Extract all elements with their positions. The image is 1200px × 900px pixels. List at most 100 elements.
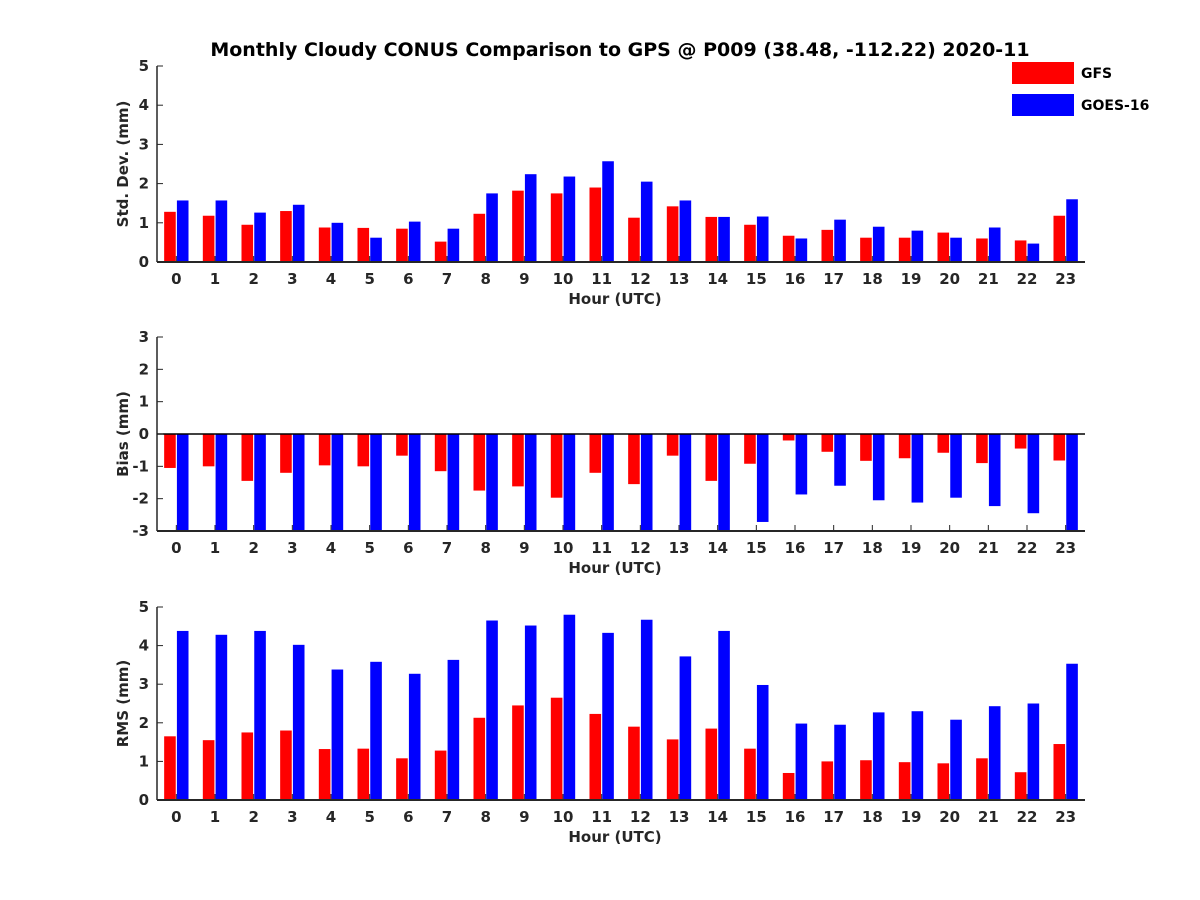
x-tick-label: 15 (746, 270, 767, 288)
x-tick-label: 6 (403, 270, 413, 288)
bar-goes-16 (176, 434, 189, 531)
bar-goes-16 (524, 434, 537, 531)
x-tick-label: 16 (785, 270, 806, 288)
bar-gfs (898, 237, 911, 262)
bar-gfs (628, 434, 640, 485)
bar-goes-16 (679, 656, 692, 800)
x-tick-label: 21 (978, 808, 999, 826)
bar-gfs (434, 241, 447, 262)
y-tick-label: 5 (139, 598, 149, 616)
bar-gfs (164, 434, 176, 468)
x-tick-label: 18 (862, 808, 883, 826)
bar-gfs (821, 229, 834, 262)
x-tick-label: 21 (978, 270, 999, 288)
x-tick-label: 21 (978, 539, 999, 557)
bar-gfs (1014, 240, 1027, 262)
bar-goes-16 (370, 434, 382, 531)
y-tick-label: 0 (139, 791, 149, 809)
bar-goes-16 (911, 711, 924, 800)
x-tick-label: 12 (630, 270, 651, 288)
x-tick-label: 0 (171, 539, 181, 557)
bar-goes-16 (331, 669, 344, 800)
x-tick-label: 3 (287, 539, 297, 557)
bar-gfs (628, 217, 640, 262)
bar-gfs (705, 434, 718, 481)
bar-goes-16 (1027, 243, 1040, 262)
bar-goes-16 (215, 200, 228, 262)
y-tick-label: 1 (139, 214, 149, 232)
bar-goes-16 (215, 634, 228, 800)
bar-goes-16 (679, 200, 692, 262)
y-tick-label: 3 (139, 135, 149, 153)
bar-gfs (1053, 744, 1066, 800)
bar-gfs (318, 227, 331, 262)
bar-gfs (357, 227, 370, 262)
bar-goes-16 (370, 237, 382, 262)
bar-goes-16 (176, 200, 189, 262)
bar-gfs (241, 224, 254, 262)
x-axis-label: Hour (UTC) (568, 290, 661, 308)
bar-gfs (589, 713, 602, 800)
bar-gfs (164, 211, 176, 262)
x-tick-label: 4 (326, 808, 336, 826)
x-tick-label: 11 (591, 539, 612, 557)
bar-goes-16 (950, 719, 962, 800)
y-tick-label: -2 (132, 490, 149, 508)
x-tick-label: 20 (939, 808, 960, 826)
bar-goes-16 (254, 434, 266, 531)
bar-goes-16 (756, 684, 769, 800)
y-tick-label: 1 (139, 393, 149, 411)
y-tick-label: 3 (139, 675, 149, 693)
x-tick-label: 0 (171, 808, 181, 826)
bar-goes-16 (640, 434, 653, 531)
bar-gfs (860, 434, 872, 461)
bar-gfs (202, 215, 215, 262)
y-axis-label: Bias (mm) (114, 391, 132, 477)
x-tick-label: 6 (403, 808, 413, 826)
bar-goes-16 (602, 632, 614, 800)
bar-goes-16 (292, 204, 305, 262)
x-tick-label: 14 (707, 539, 728, 557)
bar-gfs (860, 237, 872, 262)
bar-goes-16 (640, 619, 653, 800)
bar-gfs (898, 434, 911, 459)
bar-gfs (705, 216, 718, 262)
bar-goes-16 (602, 161, 614, 262)
x-tick-label: 15 (746, 808, 767, 826)
bar-goes-16 (988, 706, 1001, 800)
bar-goes-16 (447, 434, 460, 531)
x-tick-label: 6 (403, 539, 413, 557)
bar-goes-16 (834, 724, 846, 800)
bar-goes-16 (1066, 663, 1078, 800)
bar-goes-16 (486, 193, 498, 262)
x-tick-label: 8 (480, 270, 490, 288)
bar-gfs (318, 434, 331, 466)
legend-label: GFS (1081, 66, 1112, 82)
bar-goes-16 (563, 434, 576, 531)
y-tick-label: 2 (139, 714, 149, 732)
bar-goes-16 (834, 219, 846, 262)
x-tick-label: 10 (553, 270, 574, 288)
bar-gfs (473, 717, 486, 800)
bar-goes-16 (911, 434, 924, 503)
chart-title: Monthly Cloudy CONUS Comparison to GPS @… (210, 39, 1029, 61)
x-tick-label: 2 (248, 270, 258, 288)
x-tick-label: 4 (326, 539, 336, 557)
x-tick-label: 23 (1055, 270, 1076, 288)
bar-goes-16 (640, 181, 653, 262)
legend-swatch-gfs (1012, 62, 1074, 84)
bar-goes-16 (602, 434, 614, 531)
bar-gfs (666, 206, 679, 262)
bar-goes-16 (911, 230, 924, 262)
legend-swatch-goes-16 (1012, 94, 1074, 116)
x-tick-label: 4 (326, 270, 336, 288)
bar-gfs (550, 434, 563, 498)
x-tick-label: 9 (519, 270, 529, 288)
bar-goes-16 (950, 237, 962, 262)
bar-goes-16 (447, 659, 460, 800)
x-tick-label: 12 (630, 539, 651, 557)
bar-goes-16 (834, 434, 846, 486)
y-tick-label: 3 (139, 328, 149, 346)
bar-gfs (705, 728, 718, 800)
